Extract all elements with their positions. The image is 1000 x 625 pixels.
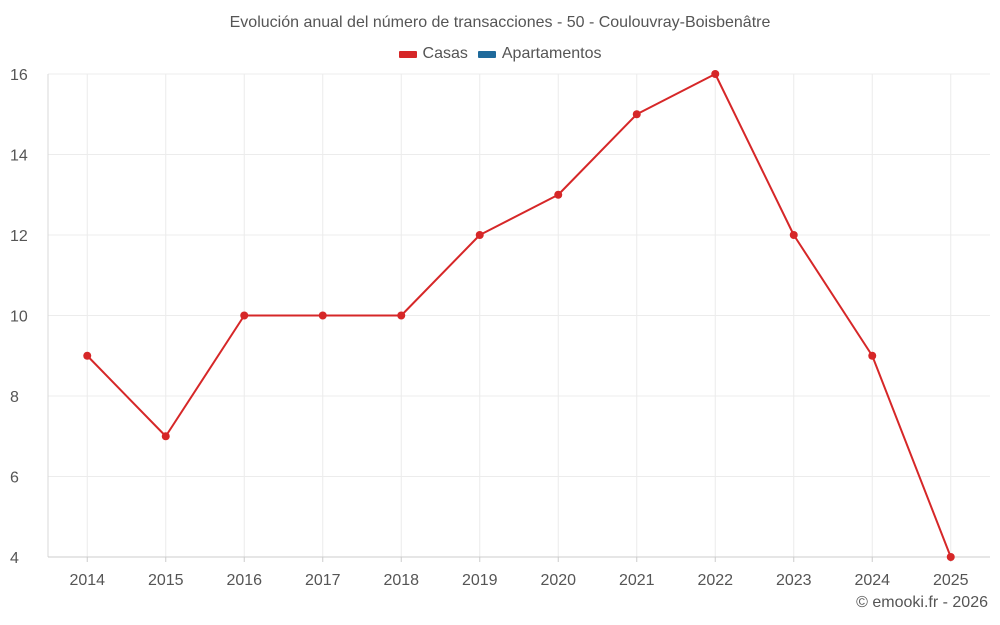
legend: Casas Apartamentos — [0, 45, 1000, 63]
y-tick-label-8: 8 — [10, 389, 19, 406]
x-tick-label-2016: 2016 — [226, 572, 262, 589]
data-point-casas-2021 — [632, 110, 641, 119]
x-tick-label-2024: 2024 — [854, 572, 890, 589]
y-tick-label-4: 4 — [10, 550, 19, 567]
y-tick-label-6: 6 — [10, 470, 19, 487]
x-tick-label-2021: 2021 — [619, 572, 655, 589]
x-tick-label-2018: 2018 — [383, 572, 419, 589]
y-tick-label-14: 14 — [10, 148, 28, 165]
legend-swatch-casas — [398, 50, 417, 58]
data-point-casas-2025 — [946, 553, 955, 561]
data-point-casas-2019 — [475, 231, 484, 239]
series-line-casas — [86, 73, 952, 558]
data-point-casas-2023 — [789, 231, 798, 239]
data-point-casas-2016 — [240, 311, 249, 320]
data-point-casas-2022 — [711, 70, 720, 78]
x-tick-label-2014: 2014 — [69, 572, 105, 589]
x-tick-label-2022: 2022 — [697, 572, 733, 589]
y-tick-label-10: 10 — [10, 309, 28, 326]
data-point-casas-2018 — [397, 311, 406, 320]
x-tick-label-2019: 2019 — [462, 572, 498, 589]
y-tick-label-12: 12 — [10, 228, 28, 245]
credit-text: © emooki.fr - 2026 — [856, 594, 988, 611]
x-tick-label-2023: 2023 — [776, 572, 812, 589]
x-tick-label-2017: 2017 — [305, 572, 341, 589]
data-point-casas-2017 — [318, 311, 327, 320]
data-point-casas-2014 — [83, 351, 92, 360]
legend-label-apartamentos: Apartamentos — [501, 45, 602, 62]
chart-title: Evolución anual del número de transaccio… — [229, 14, 771, 31]
x-tick-label-2015: 2015 — [148, 572, 184, 589]
legend-item-casas[interactable]: Casas — [398, 45, 468, 63]
legend-label-casas: Casas — [422, 45, 468, 62]
data-point-casas-2024 — [868, 351, 877, 360]
x-tick-label-2020: 2020 — [540, 572, 576, 589]
legend-item-apartamentos[interactable]: Apartamentos — [477, 45, 602, 63]
legend-swatch-apartamentos — [477, 50, 496, 58]
y-tick-label-16: 16 — [10, 67, 28, 84]
x-tick-label-2025: 2025 — [933, 572, 969, 589]
data-point-casas-2015 — [161, 432, 170, 441]
data-point-casas-2020 — [554, 190, 563, 199]
